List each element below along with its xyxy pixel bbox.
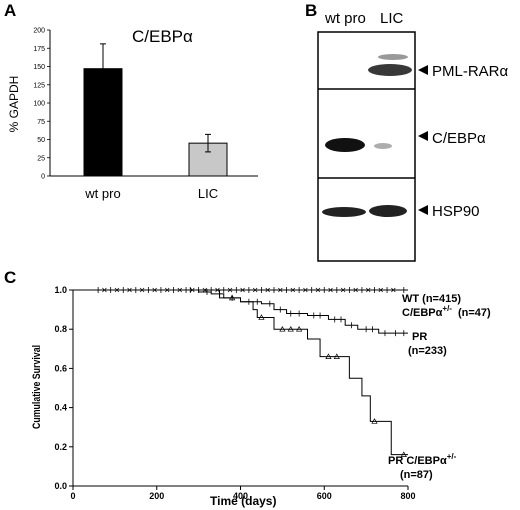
km-censor-mark [328,287,333,293]
band-cebpa-wt-pro [325,138,365,152]
band-hsp90-lic [369,205,407,217]
km-x-tick-label: 600 [317,491,332,501]
panel-b-letter: B [305,1,317,20]
panel-b: B wt pro LIC PML-RARα C/EBPα HSP90 [305,1,509,262]
km-y-tick-label: 0.6 [54,363,67,373]
km-censor-mark [303,287,308,293]
bar-y-tick-label: 150 [33,64,45,71]
bar-y-tick-label: 100 [33,101,45,108]
km-censor-mark [340,287,346,293]
km-censor-mark [265,287,270,293]
bar-category-label: LIC [198,186,218,201]
km-label-pr-het-n: (n=87) [400,469,433,481]
lane-label-wt-pro: wt pro [324,10,366,27]
band-label-cebpa: C/EBPα [432,130,486,147]
blot-strip-pml-rara [368,54,412,76]
km-censor-mark [229,294,236,301]
km-marks [73,287,408,457]
km-censor-mark [353,287,358,293]
km-censor-mark [227,287,233,293]
km-y-tick-label: 0.8 [54,324,67,334]
km-label-pr-n: (n=233) [408,345,447,357]
km-label-pr: PR [412,331,427,343]
lane-label-lic: LIC [380,10,404,27]
band-label-hsp90: HSP90 [432,203,480,220]
panel-a: A C/EBPα % GAPDH 0255075100125150175200 … [4,1,258,201]
bar-y-tick-label: 50 [37,137,45,144]
km-censor-mark [252,287,258,293]
km-y-axis-label: Cumulative Survival [31,345,43,429]
km-x-tick-label: 0 [70,491,75,501]
km-censor-mark [333,353,340,359]
km-censor-mark [258,314,265,320]
arrow-cebpa [418,131,428,141]
km-axes: 0.0 0.2 0.4 0.6 0.8 1.0 0 200 400 600 800 [54,285,415,501]
km-y-tick-label: 0.2 [54,442,67,452]
km-censor-mark [400,451,407,457]
km-censor-mark [296,325,303,332]
bar-y-tick-label: 200 [33,28,45,35]
bar-y-axis-label: % GAPDH [7,76,21,133]
bar-y-tick-label: 0 [41,174,45,181]
km-label-wt: WT (n=415) [402,293,461,305]
arrow-pml-rara [418,65,428,75]
band-pml-rara-lic-upper [378,54,408,60]
km-censor-mark [279,325,286,332]
arrow-hsp90 [418,205,428,215]
km-censor-mark [278,287,283,293]
km-y-tick-label: 1.0 [54,285,67,295]
band-hsp90-wt-pro [322,207,366,217]
km-label-pr-het: PR C/EBPα+/- [388,452,457,467]
km-x-axis-label: Time (days) [210,494,276,508]
blot-strip-hsp90 [322,205,407,217]
km-censor-mark [365,287,371,293]
km-series-pr-het [73,289,408,456]
km-censor-mark [325,353,332,359]
panel-c: C Cumulative Survival Time (days) 0.0 0.2… [4,268,491,508]
bar-marks: wt pro LIC [83,43,228,201]
panel-c-letter: C [4,268,16,287]
km-x-tick-label: 400 [233,491,248,501]
km-series-pr [73,289,408,334]
km-y-tick-label: 0.4 [54,403,67,413]
km-censor-mark [287,325,294,332]
bar-y-tick-label: 75 [37,119,45,126]
km-censor-mark [290,287,296,293]
band-pml-rara-lic [368,64,412,76]
blot-strip-cebpa [325,138,392,152]
bar-category-label: wt pro [84,186,120,201]
km-y-tick-label: 0.0 [54,481,67,491]
bar-lic [188,142,228,177]
km-censor-mark [371,418,378,424]
km-censor-mark [378,287,384,293]
bar-y-tick-label: 125 [33,82,45,89]
band-cebpa-lic [374,143,392,149]
panel-a-letter: A [4,1,16,20]
km-x-tick-label: 800 [400,491,415,501]
bar-y-tick-label: 175 [33,46,45,53]
km-label-het: C/EBPα+/- (n=47) [402,304,491,319]
km-censor-mark [315,287,321,293]
km-censor-mark [240,287,245,293]
bar-chart-title: C/EBPα [132,27,193,46]
bar-y-tick-label: 25 [37,155,45,162]
km-censor-mark [391,287,396,293]
km-x-tick-label: 200 [149,491,164,501]
band-label-pml-rara: PML-RARα [432,63,509,80]
